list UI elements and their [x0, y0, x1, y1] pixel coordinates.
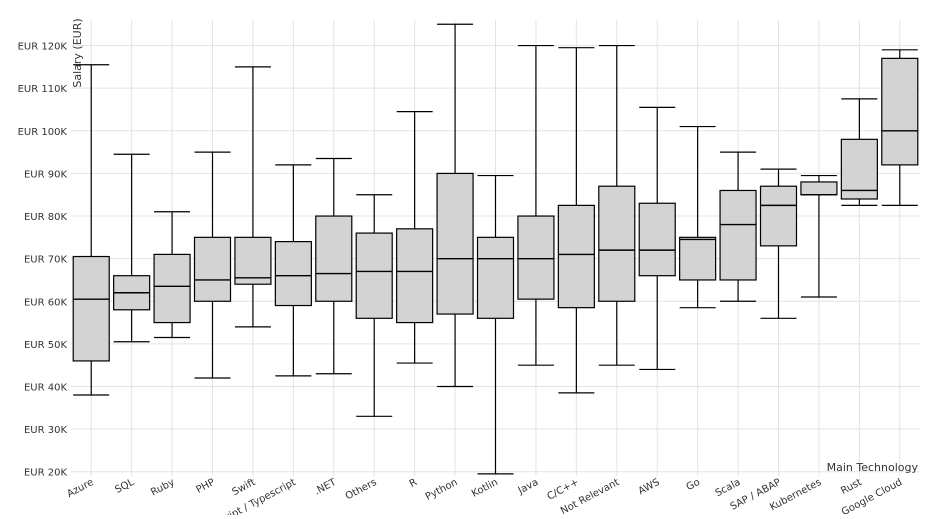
y-tick-label: EUR 90K	[24, 169, 67, 180]
x-tick-label: Swift	[230, 477, 257, 498]
y-axis-tick-labels: EUR 20K EUR 30K EUR 40K EUR 50K EUR 60K EUR 7…	[18, 42, 68, 479]
x-tick-label: R	[408, 477, 419, 490]
box-15	[638, 106, 676, 371]
y-tick-label: EUR 110K	[18, 84, 68, 95]
y-tick-label: EUR 50K	[24, 340, 67, 351]
x-tick-label: Java	[516, 477, 541, 497]
iqr-box	[759, 185, 798, 247]
x-tick-label: Azure	[65, 477, 95, 500]
box-18	[759, 168, 798, 319]
x-tick-label: Scala	[714, 477, 743, 499]
y-tick-label: EUR 80K	[24, 212, 67, 223]
box-16	[679, 125, 717, 309]
y-tick-label: EUR 20K	[24, 468, 67, 479]
box-2	[113, 153, 151, 343]
box-12	[517, 44, 555, 366]
iqr-box	[274, 241, 312, 307]
iqr-box	[153, 253, 191, 324]
y-tick-label: EUR 120K	[18, 42, 68, 53]
x-tick-label: Kotlin	[470, 477, 500, 500]
iqr-box	[476, 236, 515, 319]
iqr-box	[355, 232, 393, 319]
y-tick-label: EUR 30K	[24, 425, 67, 436]
iqr-box	[840, 138, 878, 200]
box-20	[840, 98, 878, 206]
y-axis-label: Salary (EUR)	[71, 18, 84, 87]
iqr-box	[679, 236, 717, 281]
iqr-box	[598, 185, 636, 302]
box-9	[396, 111, 434, 364]
iqr-box	[436, 172, 474, 315]
x-tick-label: SQL	[113, 477, 136, 496]
box-21	[881, 49, 919, 206]
x-tick-label: .NET	[313, 477, 339, 498]
iqr-box	[193, 236, 232, 302]
box-1	[72, 64, 110, 396]
iqr-box	[800, 181, 838, 196]
box-19	[800, 174, 838, 298]
x-tick-label: Rust	[839, 477, 864, 497]
iqr-box	[72, 255, 110, 362]
y-tick-label: EUR 60K	[24, 297, 67, 308]
box-17	[719, 151, 757, 302]
x-tick-label: PHP	[194, 477, 216, 496]
y-tick-label: EUR 70K	[24, 255, 67, 266]
x-tick-label: Go	[685, 477, 702, 493]
iqr-box	[719, 189, 757, 281]
box-14	[598, 44, 636, 366]
box-8	[355, 194, 393, 417]
box-10	[436, 23, 474, 388]
box-7	[315, 157, 353, 375]
box-4	[193, 151, 232, 379]
box-5	[234, 66, 272, 328]
iqr-box	[315, 215, 353, 302]
box-series	[72, 23, 919, 475]
x-tick-label: Ruby	[149, 477, 176, 499]
iqr-box	[517, 215, 555, 300]
x-tick-label: AWS	[637, 477, 662, 497]
box-3	[153, 211, 191, 339]
iqr-box	[557, 204, 595, 309]
box-13	[557, 47, 595, 394]
iqr-box	[396, 228, 434, 324]
x-tick-label: Others	[344, 477, 379, 502]
y-tick-label: EUR 40K	[24, 383, 67, 394]
y-tick-label: EUR 100K	[18, 127, 68, 138]
box-6	[274, 164, 312, 377]
iqr-box	[234, 236, 272, 285]
box-11	[476, 174, 515, 475]
iqr-box	[881, 57, 919, 166]
iqr-box	[638, 202, 676, 277]
x-axis-label: Main Technology	[827, 461, 919, 474]
x-tick-label: Python	[424, 477, 460, 503]
